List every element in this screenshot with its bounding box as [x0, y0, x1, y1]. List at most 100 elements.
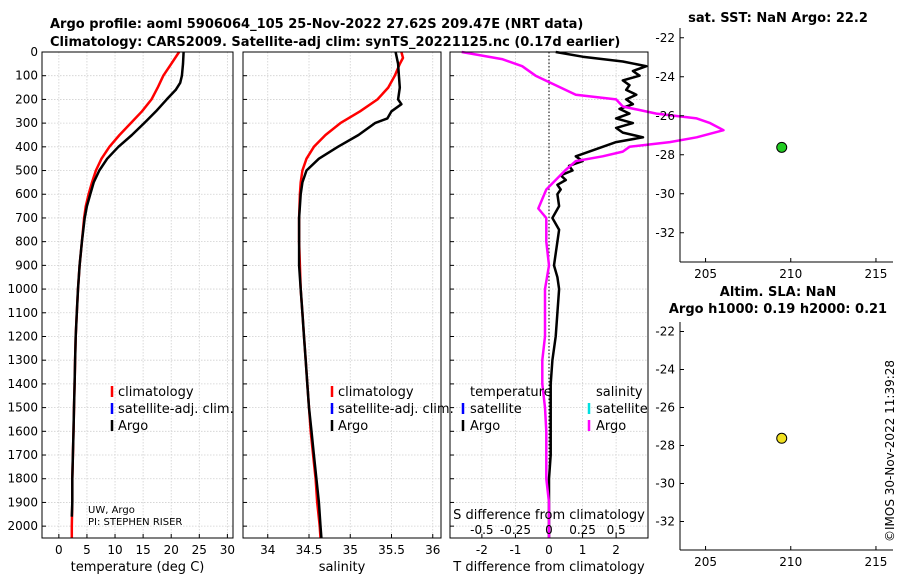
- x-axis-label: salinity: [319, 560, 366, 575]
- legend-temperature: climatology satellite-adj. clim. Argo: [110, 385, 234, 434]
- difference-panel: -2 -1 0 1 2 T difference from climatology S di…: [449, 50, 725, 575]
- float-position-marker: [776, 141, 788, 153]
- x-tick-label: 36: [425, 543, 440, 557]
- y-tick-label: -28: [655, 439, 675, 453]
- x-top-tick-label: 0: [545, 523, 553, 537]
- plot-frame: [41, 51, 234, 539]
- depth-tick-label: 300: [15, 116, 38, 130]
- depth-tick-label: 1300: [7, 353, 38, 367]
- x-tick-label: 34: [260, 543, 275, 557]
- depth-tick-label: 1100: [7, 306, 38, 320]
- y-tick-label: -28: [655, 148, 675, 162]
- map-title: Altim. SLA: NaN: [720, 285, 836, 300]
- temperature-panel: 0 5 10 15 20 25 300100200300400500600700800900…: [7, 45, 235, 575]
- x-tick-label: 35: [343, 543, 358, 557]
- legend-difference: temperature salinity satellite Argo sate…: [461, 385, 648, 434]
- y-tick-label: -26: [655, 401, 675, 415]
- depth-tick-label: 0: [30, 45, 38, 59]
- legend-label-satellite: satellite-adj. clim.: [118, 402, 234, 417]
- legend-label-temp-argo: Argo: [470, 419, 500, 434]
- depth-tick-label: 1500: [7, 401, 38, 415]
- depth-tick-label: 400: [15, 140, 38, 154]
- x-tick-label: 15: [135, 543, 150, 557]
- x-tick-label: 0: [55, 543, 63, 557]
- legend-salinity: climatology satellite-adj. clim. Argo: [330, 385, 454, 434]
- legend-header-temperature: temperature: [470, 385, 552, 400]
- institution-text: UW, Argo: [88, 505, 135, 516]
- y-tick-label: -32: [655, 226, 675, 240]
- y-tick-label: -22: [655, 31, 675, 45]
- depth-tick-label: 1200: [7, 329, 38, 343]
- plot-frame: [449, 51, 649, 539]
- depth-tick-label: 700: [15, 211, 38, 225]
- x-tick-label: 210: [779, 555, 802, 569]
- series-t-difference-argo: [547, 50, 648, 538]
- depth-tick-label: 1900: [7, 495, 38, 509]
- salinity-panel: 34 34.5 35 35.5 36 salinity: [242, 51, 442, 575]
- plot-frame: [242, 51, 442, 539]
- title-line-1: Argo profile: aoml 5906064_105 25-Nov-20…: [50, 17, 583, 32]
- legend-label-sal-argo: Argo: [596, 419, 626, 434]
- series-argo: [70, 51, 185, 517]
- x-tick-label: -2: [476, 543, 488, 557]
- x-tick-label: 205: [694, 267, 717, 281]
- x-top-tick-label: -0.5: [470, 523, 493, 537]
- y-tick-label: -30: [655, 187, 675, 201]
- x-top-tick-label: -0.25: [500, 523, 531, 537]
- legend-label-satellite: satellite-adj. clim.: [338, 402, 454, 417]
- depth-tick-label: 500: [15, 164, 38, 178]
- depth-tick-label: 900: [15, 258, 38, 272]
- depth-tick-label: 1700: [7, 448, 38, 462]
- x-tick-label: 5: [83, 543, 91, 557]
- depth-tick-label: 200: [15, 92, 38, 106]
- map-title: sat. SST: NaN Argo: 22.2: [688, 11, 868, 26]
- series-s-difference-argo: [461, 50, 725, 538]
- x-top-tick-label: 0.25: [569, 523, 596, 537]
- x-tick-label: 215: [865, 267, 888, 281]
- depth-tick-label: 2000: [7, 519, 38, 533]
- y-tick-label: -26: [655, 109, 675, 123]
- float-position-marker: [776, 432, 788, 444]
- depth-tick-label: 600: [15, 187, 38, 201]
- map-title-line-2: Argo h1000: 0.19 h2000: 0.21: [669, 302, 887, 317]
- timestamp-stamp: ©IMOS 30-Nov-2022 11:39:28: [883, 360, 897, 542]
- y-tick-label: -22: [655, 325, 675, 339]
- sla-map-panel: -22 -24 -26 -28 -30 -32 205 210 215 Altim. SLA: N…: [655, 285, 893, 569]
- legend-header-salinity: salinity: [596, 385, 643, 400]
- x-tick-label: 0: [545, 543, 553, 557]
- legend-label-climatology: climatology: [338, 385, 414, 400]
- y-tick-label: -30: [655, 477, 675, 491]
- x-axis-label: T difference from climatology: [452, 560, 645, 575]
- legend-label-argo: Argo: [118, 419, 148, 434]
- x-tick-label: 2: [612, 543, 620, 557]
- x-tick-label: 215: [865, 555, 888, 569]
- x-top-tick-label: 0.5: [607, 523, 626, 537]
- series-argo: [297, 51, 403, 539]
- x-tick-label: 1: [579, 543, 587, 557]
- x-tick-label: 30: [220, 543, 235, 557]
- x-tick-label: 34.5: [296, 543, 323, 557]
- x-tick-label: 205: [694, 555, 717, 569]
- sst-map-panel: -22 -24 -26 -28 -30 -32 205 210 215 sat. SST: NaN…: [655, 11, 893, 281]
- depth-tick-label: 1600: [7, 424, 38, 438]
- depth-tick-label: 1000: [7, 282, 38, 296]
- x-tick-label: 25: [192, 543, 207, 557]
- legend-label-temp-satellite: satellite: [470, 402, 522, 417]
- x-tick-label: 10: [107, 543, 122, 557]
- x-axis-label: temperature (deg C): [71, 560, 205, 575]
- depth-tick-label: 800: [15, 235, 38, 249]
- x-tick-label: 210: [779, 267, 802, 281]
- pi-text: PI: STEPHEN RISER: [88, 517, 182, 528]
- x-tick-label: 35.5: [378, 543, 405, 557]
- depth-tick-label: 100: [15, 69, 38, 83]
- x-tick-label: 20: [164, 543, 179, 557]
- y-tick-label: -24: [655, 70, 675, 84]
- series-climatology: [70, 51, 181, 538]
- depth-tick-label: 1400: [7, 377, 38, 391]
- title-line-2: Climatology: CARS2009. Satellite-adj cli…: [50, 35, 620, 50]
- y-tick-label: -32: [655, 515, 675, 529]
- y-tick-label: -24: [655, 363, 675, 377]
- x-axis-top-label: S difference from climatology: [453, 508, 645, 523]
- legend-label-sal-satellite: satellite: [596, 402, 648, 417]
